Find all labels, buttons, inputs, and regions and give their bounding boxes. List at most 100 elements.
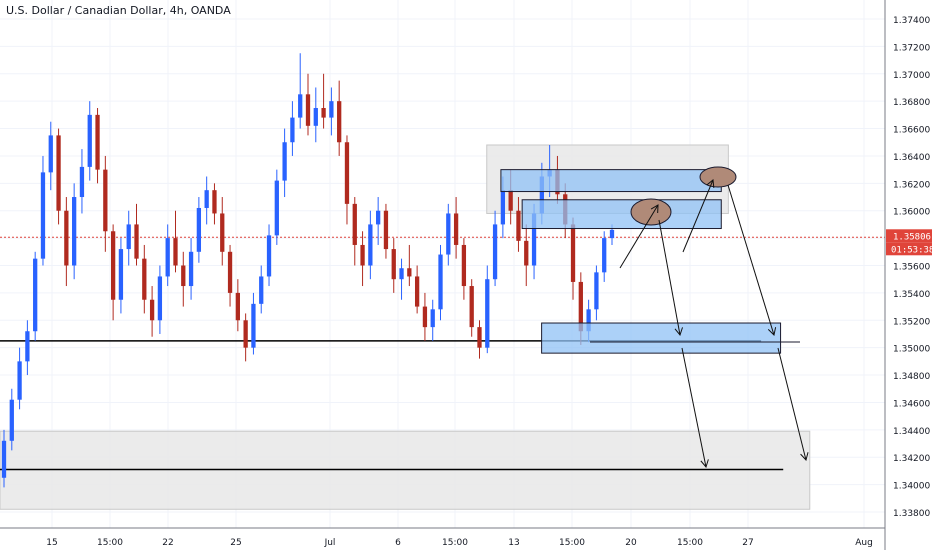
y-tick-label: 1.33800	[893, 509, 930, 519]
candle-body	[212, 190, 217, 214]
x-tick-label: 27	[742, 538, 753, 548]
candle-body	[251, 303, 256, 348]
arrow-head	[650, 204, 659, 214]
candle-body	[594, 272, 599, 310]
x-tick-label: 6	[395, 538, 401, 548]
projection-arrow	[777, 347, 807, 461]
candle-body	[204, 190, 209, 208]
candle-body	[149, 299, 155, 321]
candle-body	[274, 180, 279, 236]
candle-body	[352, 203, 357, 245]
y-tick-label: 1.37000	[893, 71, 930, 81]
candle-body	[383, 210, 389, 250]
y-tick-label: 1.35000	[893, 345, 930, 355]
candle-body	[578, 281, 583, 332]
x-tick-label: Jul	[324, 538, 336, 548]
arrow-head	[706, 179, 715, 189]
y-tick-label: 1.36800	[893, 98, 930, 108]
candle-body	[438, 254, 443, 310]
candle-body	[539, 176, 544, 214]
candle-body	[586, 309, 591, 332]
candle-body	[329, 101, 334, 118]
arrow-head	[674, 327, 683, 337]
arrow-head	[767, 327, 777, 336]
candle-body	[110, 231, 116, 300]
candle-body	[399, 268, 404, 280]
x-tick-label: 15:00	[97, 538, 123, 548]
candle-body	[79, 166, 85, 198]
candle-body	[485, 279, 490, 348]
candle-body	[243, 320, 248, 348]
candle-body	[446, 213, 451, 255]
countdown-badge	[886, 242, 932, 256]
candle-body	[602, 238, 607, 273]
blue-zone	[521, 199, 722, 230]
drawings	[500, 166, 809, 469]
candle-body	[87, 114, 92, 167]
y-tick-label: 1.37200	[893, 43, 930, 53]
candle-body	[181, 265, 186, 287]
x-tick-label: 15:00	[677, 538, 703, 548]
x-tick-label: 15:00	[559, 538, 585, 548]
candle-body	[25, 331, 30, 362]
candle-body	[360, 244, 365, 266]
arrow-head	[800, 452, 809, 462]
candle-body	[531, 213, 537, 266]
y-tick-label: 1.35600	[893, 263, 930, 273]
y-tick-label: 1.36400	[893, 153, 930, 163]
candle-body	[188, 251, 194, 287]
x-tick-label: 15	[46, 538, 57, 548]
candle-body	[103, 169, 108, 232]
candle-body	[461, 244, 467, 287]
candle-body	[126, 224, 131, 250]
y-tick-label: 1.34000	[893, 482, 930, 492]
candle-body	[17, 361, 22, 400]
candle-body	[118, 249, 124, 300]
current-price-label: 1.35806	[893, 232, 931, 242]
candle-body	[290, 117, 295, 143]
candle-body	[72, 197, 77, 266]
candle-body	[134, 224, 139, 259]
y-tick-label: 1.34600	[893, 399, 930, 409]
x-tick-label: 15:00	[442, 538, 468, 548]
projection-arrow	[727, 184, 775, 336]
y-tick-label: 1.34200	[893, 454, 930, 464]
candle-body	[570, 224, 576, 282]
candle-body	[422, 306, 428, 328]
blue-zone	[500, 169, 722, 193]
candle-body	[469, 286, 474, 328]
candle-body	[259, 276, 264, 304]
candle-body	[414, 276, 420, 307]
candle-body	[298, 94, 303, 118]
candle-body	[157, 276, 163, 321]
candle-body	[407, 268, 412, 277]
current-price-badge	[886, 229, 932, 243]
y-tick-label: 1.34800	[893, 372, 930, 382]
candle-body	[64, 210, 69, 266]
candle-body	[313, 108, 318, 126]
candle-body	[56, 135, 61, 211]
candle-body	[500, 190, 506, 225]
candle-body	[220, 213, 225, 252]
candle-body	[142, 258, 147, 300]
candle-body	[1, 440, 7, 478]
candle-body	[282, 142, 287, 181]
y-tick-label: 1.36600	[893, 126, 930, 136]
countdown-label: 01:53:38	[891, 245, 932, 255]
candle-body	[196, 207, 202, 252]
y-tick-label: 1.35200	[893, 317, 930, 327]
candle-body	[477, 327, 482, 348]
candle-body	[266, 235, 272, 277]
x-tick-label: 22	[162, 538, 173, 548]
candle-body	[95, 114, 100, 170]
chart-title: U.S. Dollar / Canadian Dollar, 4h, OANDA	[6, 4, 231, 17]
candle-body	[227, 251, 233, 293]
y-tick-label: 1.36200	[893, 180, 930, 190]
candle-body	[609, 229, 615, 239]
y-tick-label: 1.34400	[893, 427, 930, 437]
candle-body	[391, 249, 396, 280]
candle-body	[430, 309, 435, 328]
